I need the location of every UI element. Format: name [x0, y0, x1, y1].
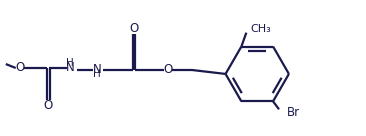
Text: CH₃: CH₃ — [250, 24, 271, 34]
Text: N: N — [93, 64, 101, 76]
Text: O: O — [15, 61, 24, 75]
Text: N: N — [66, 61, 75, 75]
Text: Br: Br — [287, 106, 300, 119]
Text: O: O — [164, 64, 173, 76]
Text: H: H — [93, 69, 101, 79]
Text: O: O — [129, 22, 138, 35]
Text: H: H — [66, 58, 74, 68]
Text: O: O — [44, 99, 53, 112]
